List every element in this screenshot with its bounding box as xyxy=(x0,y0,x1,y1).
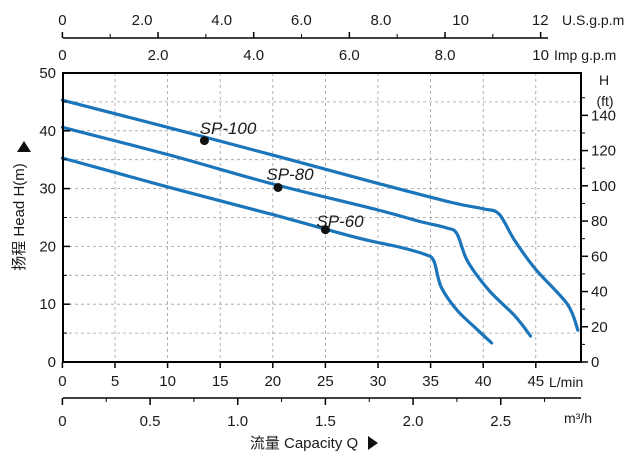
y-axis-title: 扬程 Head H(m) xyxy=(11,163,28,271)
ft-tick-label: 140 xyxy=(591,107,616,124)
ft-tick-label: 40 xyxy=(591,284,608,301)
m3h-tick-label: 1.0 xyxy=(227,413,248,430)
ft-tick-label: 20 xyxy=(591,319,608,336)
curve-series: SP-100 SP-80 SP-60 xyxy=(60,98,580,345)
series-line xyxy=(60,125,533,338)
imp-tick-label: 2.0 xyxy=(148,47,169,64)
x-axis-arrow-icon xyxy=(368,436,378,450)
series-marker xyxy=(320,225,330,235)
series-label: SP-60 xyxy=(316,212,364,231)
y-tick-label: 0 xyxy=(48,354,56,371)
lmin-tick-label: 45 xyxy=(527,373,544,390)
us-tick-label: 8.0 xyxy=(371,12,392,29)
y-axis-arrow-icon xyxy=(17,141,31,152)
imp-tick-label: 10 xyxy=(532,47,549,64)
m3h-tick-label: 2.0 xyxy=(403,413,424,430)
ft-tick-label: 60 xyxy=(591,248,608,265)
y-tick-label: 50 xyxy=(39,65,56,82)
lmin-tick-label: 0 xyxy=(58,373,66,390)
lmin-tick-label: 40 xyxy=(475,373,492,390)
ft-tick-label: 80 xyxy=(591,213,608,230)
grid-lines xyxy=(63,73,581,362)
us-tick-label: 2.0 xyxy=(132,12,153,29)
ft-tick-label: 0 xyxy=(591,354,599,371)
series-line xyxy=(60,156,494,345)
imp-tick-label: 0 xyxy=(58,47,66,64)
imp-tick-label: 8.0 xyxy=(435,47,456,64)
lmin-tick-label: 10 xyxy=(159,373,176,390)
ft-tick-label: 120 xyxy=(591,143,616,160)
imp-tick-label: 6.0 xyxy=(339,47,360,64)
axis-labels: U.S.g.p.m Imp g.p.m H (ft) L/min m³/h 流量… xyxy=(11,12,624,452)
y-tick-label: 30 xyxy=(39,181,56,198)
x-axis-title: 流量 Capacity Q xyxy=(250,435,358,452)
us-tick-label: 0 xyxy=(58,12,66,29)
y-tick-label: 20 xyxy=(39,238,56,255)
m3h-tick-label: 0 xyxy=(58,413,66,430)
m3h-tick-label: 1.5 xyxy=(315,413,336,430)
lmin-unit: L/min xyxy=(549,374,583,390)
m3h-unit: m³/h xyxy=(564,410,592,426)
us-tick-label: 12 xyxy=(532,12,549,29)
ft-unit-top: H xyxy=(599,72,609,88)
lmin-tick-label: 15 xyxy=(212,373,229,390)
ft-tick-label: 100 xyxy=(591,178,616,195)
lmin-tick-label: 20 xyxy=(264,373,281,390)
series-marker xyxy=(273,182,283,192)
y-tick-label: 10 xyxy=(39,296,56,313)
lmin-tick-label: 35 xyxy=(422,373,439,390)
us-gpm-unit: U.S.g.p.m xyxy=(562,12,624,28)
m3h-tick-label: 0.5 xyxy=(140,413,161,430)
us-tick-label: 6.0 xyxy=(291,12,312,29)
series-label: SP-80 xyxy=(266,165,314,184)
series-marker xyxy=(199,136,209,146)
m3h-tick-label: 2.5 xyxy=(490,413,511,430)
series-line xyxy=(60,98,580,332)
us-tick-label: 10 xyxy=(452,12,469,29)
lmin-tick-label: 30 xyxy=(370,373,387,390)
ft-unit: (ft) xyxy=(596,93,613,109)
us-tick-label: 4.0 xyxy=(211,12,232,29)
series-label: SP-100 xyxy=(200,119,257,138)
y-tick-label: 40 xyxy=(39,123,56,140)
lmin-tick-label: 25 xyxy=(317,373,334,390)
imp-gpm-unit: Imp g.p.m xyxy=(554,47,616,63)
lmin-tick-label: 5 xyxy=(111,373,119,390)
imp-tick-label: 4.0 xyxy=(243,47,264,64)
